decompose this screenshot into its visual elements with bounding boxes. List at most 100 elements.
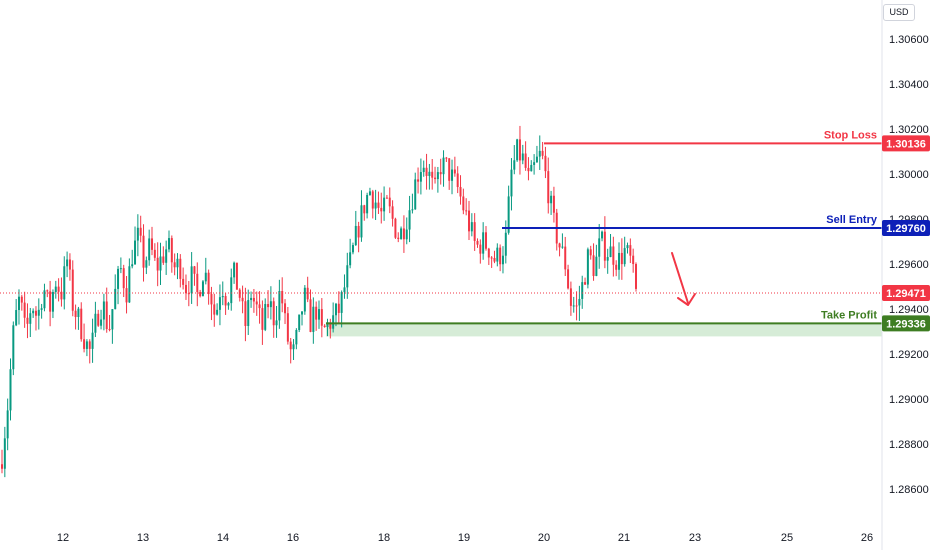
candle	[629, 238, 632, 263]
candle	[343, 274, 346, 299]
candle	[340, 290, 343, 328]
candle-body	[114, 288, 117, 310]
candle-body	[349, 252, 352, 266]
candle	[578, 285, 581, 321]
price-tick-label: 1.30000	[889, 169, 929, 181]
candle-body	[165, 249, 168, 263]
candle-body	[187, 293, 190, 295]
candle-body	[119, 268, 122, 270]
currency-label[interactable]: USD	[883, 4, 915, 21]
candle	[12, 321, 15, 376]
candle-body	[436, 172, 439, 180]
candle	[278, 279, 281, 329]
candle-body	[176, 258, 179, 268]
candle	[26, 303, 29, 339]
candle	[337, 291, 340, 324]
candle-body	[357, 225, 360, 238]
candle-body	[184, 284, 187, 294]
candle-body	[136, 227, 139, 241]
time-tick-label: 13	[137, 532, 149, 544]
time-tick-label: 19	[458, 532, 470, 544]
candle	[167, 230, 170, 253]
candle-body	[453, 169, 456, 174]
candle-body	[623, 248, 626, 265]
candle	[3, 426, 6, 478]
candle-body	[507, 196, 510, 233]
candle-body	[309, 299, 312, 332]
candle-body	[516, 139, 519, 161]
candle	[210, 286, 213, 321]
candle	[284, 299, 287, 325]
candle-body	[37, 309, 40, 316]
candle-body	[306, 287, 309, 300]
candle-body	[411, 209, 414, 211]
candle-body	[128, 266, 131, 303]
candle	[349, 238, 352, 269]
candle-body	[343, 287, 346, 293]
candle-body	[97, 313, 100, 326]
badge-value: 1.30136	[886, 138, 926, 150]
candle	[286, 306, 289, 345]
candle	[258, 291, 261, 324]
candle	[518, 125, 521, 175]
candle-body	[527, 167, 530, 172]
candle	[388, 187, 391, 214]
candle	[357, 221, 360, 253]
candle	[292, 339, 295, 361]
candle	[510, 158, 513, 211]
candle-body	[405, 229, 408, 240]
candle	[23, 291, 26, 328]
candle-body	[400, 228, 403, 239]
candle	[626, 242, 629, 254]
candle	[541, 141, 544, 160]
candle-body	[518, 139, 521, 161]
candle-body	[340, 292, 343, 313]
candle	[332, 302, 335, 333]
candle-body	[346, 265, 349, 288]
candle	[238, 288, 241, 302]
trade-levels: Stop Loss Sell Entry Take Profit	[0, 129, 882, 325]
candle	[414, 172, 417, 210]
candle-body	[204, 272, 207, 282]
candle-body	[153, 249, 156, 258]
candle-body	[592, 255, 595, 276]
candle-body	[451, 169, 454, 181]
candle-body	[196, 273, 199, 293]
candle-body	[408, 210, 411, 230]
candle-body	[550, 195, 553, 204]
candle	[354, 210, 357, 246]
price-tick-label: 1.28800	[889, 439, 929, 451]
candle	[487, 247, 490, 265]
candle-body	[496, 247, 499, 262]
candle	[170, 235, 173, 273]
badge-value: 1.29471	[886, 288, 926, 300]
candle	[207, 269, 210, 305]
candle-body	[51, 292, 54, 312]
candle-body	[247, 300, 250, 326]
candle-body	[12, 325, 15, 370]
candle-body	[159, 256, 162, 271]
candle	[162, 246, 165, 265]
candle	[635, 262, 637, 292]
candle-body	[233, 262, 236, 278]
candle-body	[255, 301, 258, 305]
candle-body	[385, 197, 388, 199]
candle	[550, 190, 553, 215]
candle-body	[162, 256, 165, 263]
candle	[227, 301, 230, 310]
candle-body	[439, 172, 442, 175]
candle-body	[609, 246, 612, 258]
candle	[306, 276, 309, 303]
candle	[233, 261, 236, 284]
candle-body	[626, 245, 629, 249]
candle-body	[351, 245, 354, 253]
candle-body	[354, 225, 357, 246]
candle-body	[131, 264, 134, 267]
candle	[453, 156, 456, 177]
candle	[46, 289, 49, 298]
candle	[37, 298, 40, 330]
candle-body	[490, 257, 493, 259]
candle	[230, 268, 233, 311]
candle-body	[476, 240, 479, 245]
